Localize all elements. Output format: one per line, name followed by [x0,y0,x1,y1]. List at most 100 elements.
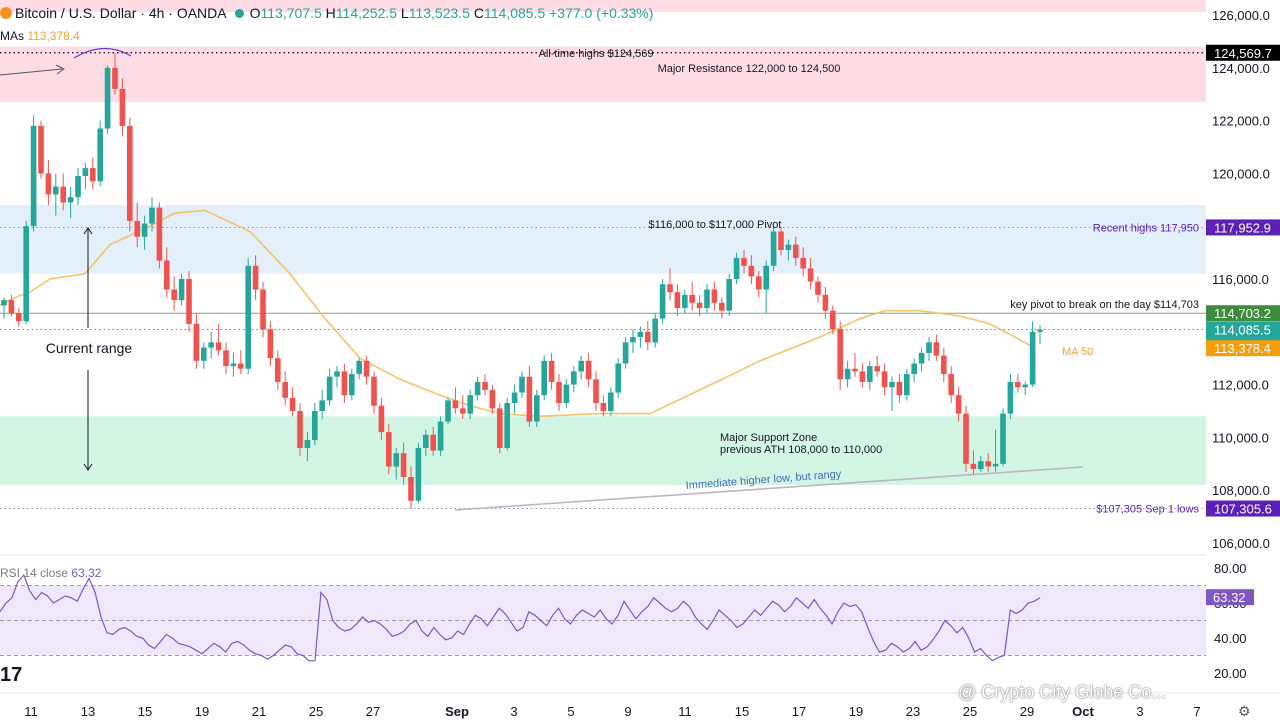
ath-pointer-head [55,64,65,75]
higher-low-trendline [454,466,1084,511]
candle [178,273,185,306]
candle [630,329,636,353]
candle [556,374,562,411]
price-label-bg [1206,340,1280,357]
candle-body [763,265,770,290]
high-value: 114,252.5 [335,5,398,21]
candle-body [889,381,895,388]
candle [548,352,555,390]
x-tick-label: 15 [138,704,152,719]
candle [200,342,207,369]
y-tick-label: 120,000.0 [1212,166,1270,181]
candle-body [393,453,400,467]
candle-body [504,403,511,448]
candle [378,397,385,441]
candle-body [704,289,710,309]
candle [844,360,851,388]
price-label: 117,952.9 [1214,220,1271,235]
candle [600,395,607,417]
candle-body [297,411,303,448]
candle [1022,381,1029,396]
y-tick-label: 122,000.0 [1212,114,1270,129]
candle-body [918,352,925,364]
candle [607,387,614,417]
candle [319,389,326,419]
price-label-bg [1206,321,1280,338]
candle [134,202,141,248]
candle [311,403,318,446]
lines-layer [0,52,1206,510]
x-tick-label: 25 [963,704,977,719]
candle [667,268,673,301]
rsi-tick-label: 80.00 [1214,561,1247,576]
candle [970,450,977,475]
candle [955,387,962,422]
candle [393,447,400,480]
candle-body [356,360,363,375]
candle-body [541,360,548,396]
candle [533,389,540,427]
candle [933,334,940,361]
price-label: 124,569.7 [1214,46,1272,61]
candle [363,355,370,385]
time-axis[interactable]: 11 13 15 19 21 25 27 Sep 3 5 9 11 15 17 19 23 25 29 Oct 3 7 [0,692,1280,719]
symbol-title[interactable]: Bitcoin / U.S. Dollar · 4h · OANDA [15,5,227,21]
candle [615,358,622,398]
rsi-tick-label: 20.00 [1214,666,1247,681]
candle-body [326,376,333,401]
x-tick-label: 17 [792,704,806,719]
candle [341,363,348,404]
mas-legend[interactable]: MAs 113,378.4 [0,29,80,43]
candle [593,371,599,411]
candle [778,227,784,256]
gear-icon[interactable]: ⚙ [1238,703,1251,719]
candle-body [289,397,296,411]
range-arrow-down-head [83,463,93,471]
candle-body [600,403,607,411]
candle-body [260,289,266,330]
candle-body [230,363,237,367]
y-tick-label: 126,000.0 [1212,8,1270,23]
candle [415,442,422,504]
zone-2 [0,416,1206,485]
candle-body [977,461,984,470]
candle [985,453,992,472]
candles-layer[interactable] [1,52,1043,509]
candle [482,374,488,396]
candle-body [1037,329,1043,332]
candle [245,257,252,375]
candle-body [178,279,185,301]
rsi-legend[interactable]: RSI 14 close 63.32 [0,566,101,580]
candle-body [459,408,466,414]
candle-body [415,447,422,501]
price-axis[interactable]: 106,000.0 108,000.0 110,000.0 112,000.0 114,… [1206,0,1280,560]
candle-body [1,300,7,306]
candle [371,371,377,414]
x-tick-label: 7 [1193,704,1200,719]
candle-body [933,342,940,356]
rsi-value: 63.32 [71,566,102,580]
candle [807,257,814,290]
tradingview-logo[interactable]: 17 [0,664,23,686]
candle [452,387,459,414]
candle-body [474,381,481,396]
x-tick-label: 3 [510,704,517,719]
candle-body [630,337,636,343]
candle [504,397,511,451]
candle-body [948,374,955,396]
candle-body [8,300,15,314]
candle-body [489,389,496,409]
candle [45,160,52,206]
candle [570,366,577,393]
candle-body [792,244,799,258]
candle-body [97,128,104,182]
close-value: 114,085.5 [483,5,546,21]
candle-body [755,276,762,290]
candle [940,347,947,382]
candle [445,397,451,425]
candle-body [319,400,326,411]
candle [8,294,15,316]
candle-body [385,432,392,467]
candle [911,358,918,382]
